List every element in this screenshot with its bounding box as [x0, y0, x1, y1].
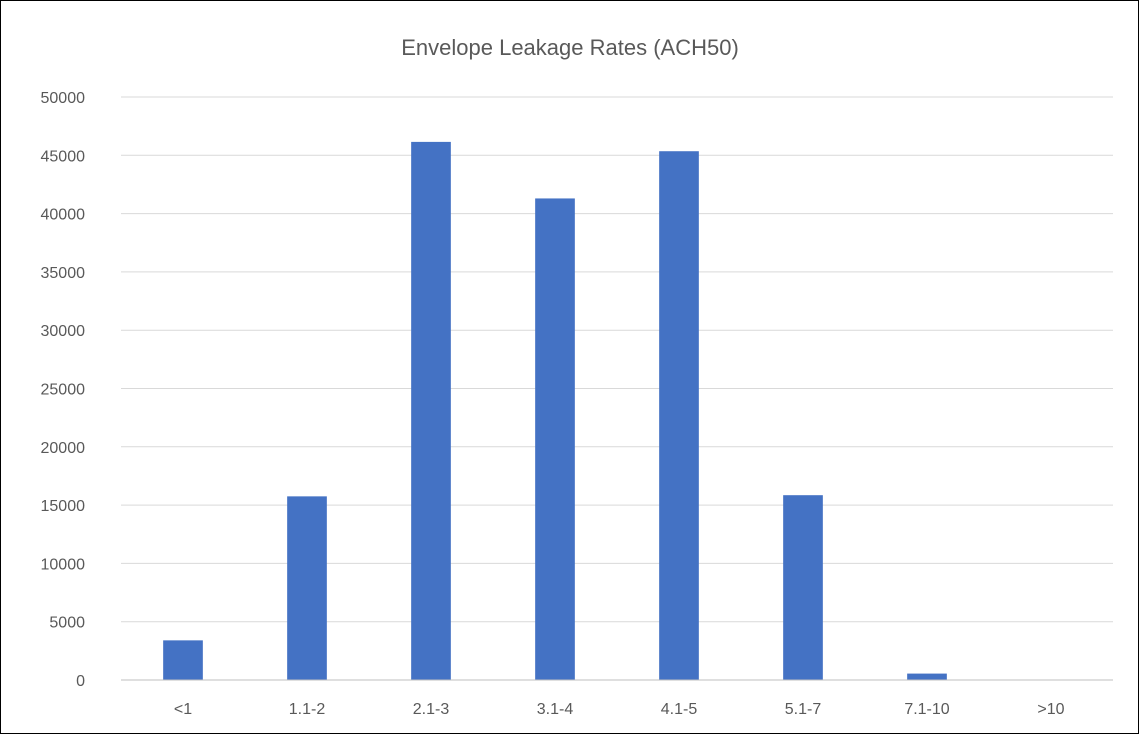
y-tick-label: 30000	[41, 323, 86, 340]
bar	[659, 151, 699, 680]
x-tick-label: 7.1-10	[904, 701, 949, 718]
x-tick-label: <1	[174, 701, 192, 718]
x-tick-label: >10	[1037, 701, 1064, 718]
x-tick-label: 3.1-4	[537, 701, 574, 718]
y-tick-label: 25000	[41, 382, 86, 399]
bars	[163, 141, 1071, 681]
bar	[907, 673, 947, 680]
y-tick-label: 0	[76, 673, 85, 690]
x-tick-label: 5.1-7	[785, 701, 822, 718]
y-tick-label: 40000	[41, 207, 86, 224]
y-tick-label: 5000	[49, 615, 85, 632]
bar	[287, 496, 327, 680]
gridlines	[121, 96, 1113, 623]
x-tick-label: 4.1-5	[661, 701, 698, 718]
chart-title: Envelope Leakage Rates (ACH50)	[401, 35, 739, 60]
y-tick-label: 35000	[41, 265, 86, 282]
x-tick-label: 1.1-2	[289, 701, 326, 718]
x-tick-label: 2.1-3	[413, 701, 450, 718]
bar	[783, 495, 823, 680]
bar	[411, 141, 451, 681]
x-axis: <1 1.1-2 2.1-3 3.1-4 4.1-5 5.1-7 7.1-10 >10	[121, 679, 1113, 718]
y-axis: 0 5000 10000 15000 20000 25000 30000 35000 40000…	[41, 90, 86, 690]
y-tick-label: 20000	[41, 440, 86, 457]
y-tick-label: 50000	[41, 90, 86, 107]
y-tick-label: 10000	[41, 556, 86, 573]
y-tick-label: 15000	[41, 498, 86, 515]
bar	[163, 640, 203, 680]
bar	[535, 198, 575, 680]
y-tick-label: 45000	[41, 148, 86, 165]
